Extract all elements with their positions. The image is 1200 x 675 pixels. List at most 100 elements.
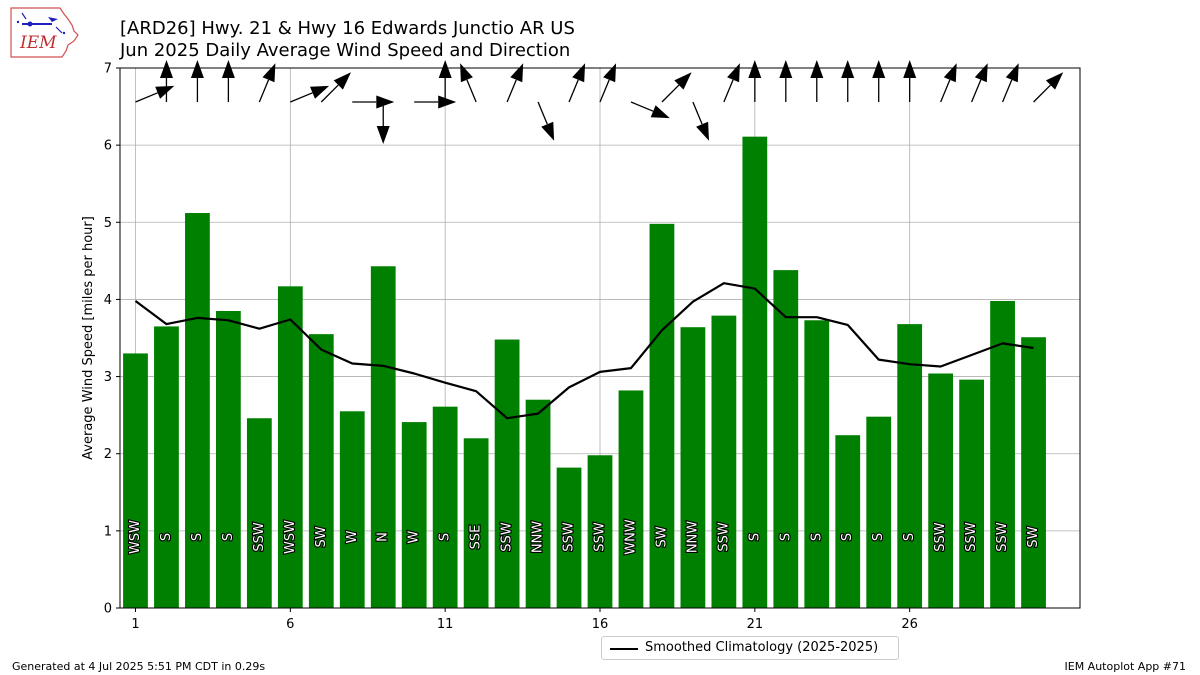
chart-subtitle: Jun 2025 Daily Average Wind Speed and Di…: [120, 40, 571, 61]
bar-day-2: [154, 326, 179, 608]
bar-day-8: [339, 411, 365, 608]
wind-arrow-shaft: [1001, 79, 1013, 103]
wind-arrow-day-17: [630, 101, 670, 119]
wind-arrow-day-23: [810, 60, 824, 102]
bar-day-14: [525, 399, 551, 608]
wind-arrow-shaft: [1033, 84, 1051, 103]
x-tick-label: 26: [901, 617, 918, 632]
wind-arrow-head: [262, 63, 276, 83]
wind-arrow-shaft: [692, 101, 703, 125]
y-tick-label: 0: [104, 602, 112, 617]
bar-day-9: [370, 266, 396, 608]
x-tick-label: 16: [592, 617, 609, 632]
bar-day-3: [185, 213, 210, 608]
direction-label-day-13: SSW: [500, 522, 515, 552]
wind-arrow-day-6: [290, 85, 330, 103]
wind-arrow-day-25: [872, 60, 886, 102]
y-tick-label: 5: [104, 216, 112, 231]
wind-arrow-head: [674, 72, 692, 90]
wind-arrow-head: [155, 85, 175, 99]
wind-arrow-day-15: [568, 63, 586, 103]
wind-arrow-head: [541, 121, 555, 141]
bar-day-13: [494, 339, 520, 608]
direction-label-day-18: SW: [654, 526, 669, 547]
wind-arrow-day-30: [1033, 72, 1064, 103]
bar-day-23: [804, 320, 830, 608]
wind-arrow-head: [221, 60, 235, 78]
wind-arrow-head: [779, 60, 793, 78]
wind-arrow-head: [438, 95, 457, 109]
wind-arrow-head: [310, 85, 330, 99]
bar-day-11: [432, 406, 458, 608]
direction-label-day-3: S: [190, 533, 205, 541]
bar-day-21: [742, 136, 768, 608]
bar-day-22: [773, 270, 799, 608]
direction-label-day-30: SW: [1026, 526, 1041, 547]
wind-arrow-shaft: [661, 84, 680, 103]
direction-label-day-22: S: [778, 533, 793, 541]
x-tick-label: 6: [286, 617, 294, 632]
direction-label-day-17: WNW: [623, 519, 638, 555]
wind-arrow-shaft: [506, 79, 517, 103]
bar-day-25: [866, 416, 892, 608]
direction-label-day-21: S: [747, 533, 762, 541]
direction-label-day-16: SSW: [593, 522, 608, 552]
wind-arrow-day-21: [748, 60, 762, 102]
bar-day-17: [618, 390, 644, 608]
wind-arrow-head: [376, 95, 395, 109]
iem-logo-graphic: [10, 7, 79, 58]
climatology-layer: [134, 282, 1034, 420]
legend-label: Smoothed Climatology (2025-2025): [645, 640, 879, 655]
direction-label-day-27: SSW: [933, 522, 948, 552]
wind-arrow-head: [438, 60, 452, 78]
chart-legend: Smoothed Climatology (2025-2025): [601, 636, 899, 660]
bar-day-27: [928, 373, 954, 608]
wind-arrow-shaft: [290, 92, 313, 103]
wind-arrow-day-3: [190, 60, 204, 102]
wind-arrows-layer: [135, 60, 1064, 144]
bar-day-6: [277, 286, 303, 608]
wind-arrow-head: [190, 60, 204, 78]
wind-arrow-head: [650, 105, 670, 119]
wind-arrow-day-24: [841, 60, 855, 102]
wind-arrow-day-14: [537, 101, 555, 141]
wind-arrow-day-9: [376, 102, 390, 144]
y-tick-label: 1: [104, 524, 112, 539]
x-tick-label: 11: [437, 617, 454, 632]
y-tick-label: 6: [104, 139, 112, 154]
bar-day-16: [587, 455, 613, 608]
wind-arrow-head: [748, 60, 762, 78]
wind-arrow-head: [160, 60, 173, 78]
direction-label-day-7: SW: [314, 526, 329, 547]
bar-day-28: [959, 379, 984, 608]
direction-label-day-8: W: [345, 530, 360, 543]
wind-arrow-day-12: [460, 63, 477, 103]
wind-arrow-head: [696, 121, 709, 141]
wind-arrow-shaft: [466, 79, 477, 103]
bar-day-10: [401, 422, 427, 608]
footer-app-name: IEM Autoplot App #71: [1064, 660, 1187, 673]
wind-arrow-day-16: [599, 63, 617, 103]
wind-arrow-day-10: [414, 95, 457, 109]
wind-arrow-head: [572, 63, 586, 83]
direction-label-day-5: SSW: [252, 522, 267, 552]
bar-day-20: [711, 315, 737, 608]
wind-arrow-shaft: [940, 79, 951, 103]
wind-arrow-day-1: [135, 85, 175, 103]
direction-label-day-12: SSE: [469, 525, 484, 550]
wind-arrow-day-27: [940, 63, 957, 103]
direction-label-day-1: WSW: [128, 520, 143, 554]
bar-day-26: [897, 324, 923, 608]
x-tick-label: 1: [131, 617, 139, 632]
wind-arrow-shaft: [630, 101, 654, 112]
wind-arrow-day-13: [506, 63, 524, 103]
wind-arrow-shaft: [599, 79, 610, 103]
wind-arrow-head: [943, 63, 957, 83]
wind-arrow-shaft: [971, 79, 982, 103]
wind-arrow-shaft: [723, 79, 734, 103]
chart-title: [ARD26] Hwy. 21 & Hwy 16 Edwards Junctio…: [120, 18, 575, 39]
wind-arrow-day-19: [692, 101, 709, 141]
wind-arrow-head: [1045, 72, 1064, 90]
wind-arrow-day-28: [971, 63, 988, 103]
